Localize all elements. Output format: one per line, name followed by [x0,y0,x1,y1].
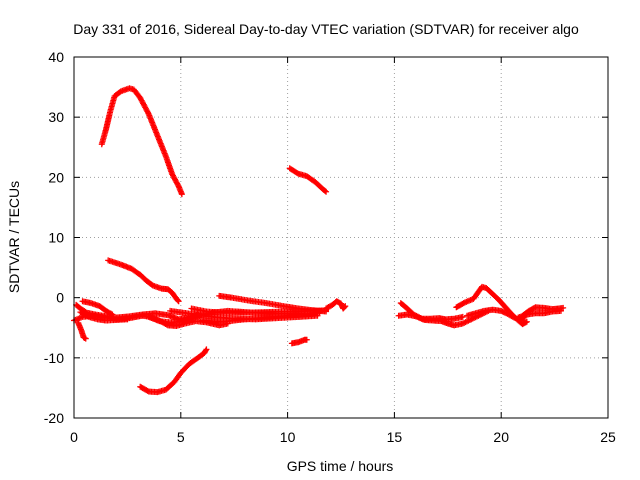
data-point [202,347,209,354]
series-track-22 [515,307,565,321]
data-point [321,187,328,194]
series-track-10 [79,298,116,318]
series-track-9 [75,319,89,342]
data-point [303,336,310,343]
series-track-5 [288,336,310,347]
x-axis-label: GPS time / hours [287,458,394,474]
series-track-16 [323,298,349,312]
x-tick-label: 25 [600,429,616,445]
data-point [174,297,181,304]
series-track-1 [98,85,185,198]
data-point [523,318,530,325]
data-point [341,303,348,310]
y-tick-label: 10 [48,230,64,246]
y-axis-label: SDTVAR / TECUs [6,181,22,293]
y-tick-label: 20 [48,169,64,185]
data-point [314,312,321,319]
data-marks [71,85,567,396]
y-tick-label: 30 [48,109,64,125]
series-track-2 [286,165,330,195]
series-track-15 [167,307,321,323]
chart-title: Day 331 of 2016, Sidereal Day-to-day VTE… [73,21,579,37]
x-tick-label: 10 [280,429,296,445]
y-tick-label: 0 [56,290,64,306]
series-track-4 [137,346,210,396]
data-point [316,309,323,316]
data-point [203,346,210,353]
data-point [558,307,565,314]
y-tick-label: -20 [44,410,64,426]
data-point [82,335,89,342]
data-point [109,311,116,318]
series-track-13 [216,292,330,315]
data-point [175,298,182,305]
y-tick-label: -10 [44,350,64,366]
axis-ticks: 0 5 10 15 20 25 -20 -10 0 10 20 30 40 [44,49,616,445]
data-point [323,188,330,195]
y-tick-label: 40 [48,49,64,65]
series-track-8 [77,309,131,324]
data-point [560,304,567,311]
data-point [124,316,131,323]
x-tick-label: 5 [177,429,185,445]
x-tick-label: 15 [387,429,403,445]
data-point [178,191,185,198]
series-track-3 [105,257,182,305]
data-point [108,310,115,317]
x-tick-label: 0 [70,429,78,445]
grid-lines [74,57,608,418]
x-tick-label: 20 [493,429,509,445]
data-point [342,303,349,310]
data-point [459,313,466,320]
